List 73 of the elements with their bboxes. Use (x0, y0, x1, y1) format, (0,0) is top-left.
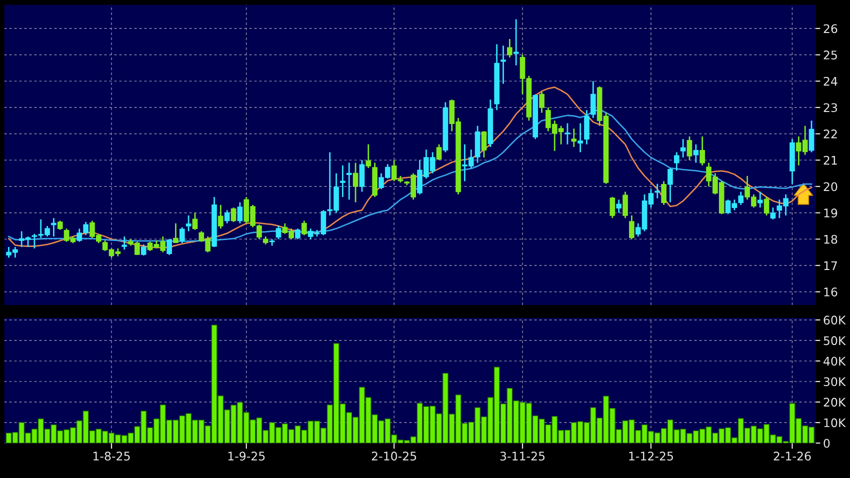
candlestick (359, 159, 365, 192)
y-tick-label: 26 (824, 24, 838, 34)
candlestick (346, 162, 352, 200)
candlestick (738, 191, 744, 206)
x-tick-label: 1-9-25 (228, 452, 265, 461)
candlestick (693, 144, 699, 164)
candlestick (481, 130, 487, 158)
candlestick (507, 38, 512, 58)
candlestick (186, 214, 192, 232)
y-tick-label: 0 (824, 438, 830, 448)
candlestick (140, 244, 146, 256)
candlestick (122, 236, 128, 250)
candlestick (224, 209, 230, 224)
candlestick (757, 191, 763, 208)
candlestick (629, 214, 634, 240)
candlestick (590, 80, 596, 119)
candlestick (173, 222, 178, 244)
x-tick-label: 2-1-26 (774, 452, 811, 461)
candlestick (584, 109, 590, 146)
y-tick-label: 20 (824, 182, 838, 192)
candlestick (571, 128, 577, 148)
candlestick (51, 217, 56, 238)
candlestick (808, 120, 814, 153)
candlestick (295, 228, 300, 240)
candlestick (622, 191, 628, 219)
candlestick (578, 122, 583, 153)
y-tick-label: 25 (824, 50, 837, 60)
candlestick (32, 233, 38, 250)
candlestick (436, 144, 442, 161)
candlestick (700, 136, 705, 166)
y-tick-label: 30K (824, 377, 846, 386)
candlestick (230, 206, 236, 223)
candlestick (218, 204, 224, 230)
candlestick (513, 18, 519, 66)
candlestick (166, 238, 172, 256)
candlestick (539, 90, 544, 114)
candlestick (610, 196, 616, 219)
y-tick-label: 16 (824, 288, 838, 296)
y-tick-label: 19 (824, 208, 838, 218)
y-tick-label: 20K (824, 398, 846, 407)
y-tick-label: 17 (824, 261, 837, 270)
candlestick (179, 226, 185, 244)
candlestick (340, 164, 346, 198)
x-tick-label: 2-10-25 (372, 452, 416, 461)
candlestick (680, 138, 686, 158)
candlestick (661, 180, 666, 206)
y-tick-label: 22 (824, 130, 837, 138)
candlestick (57, 220, 63, 231)
y-tick-label: 21 (824, 156, 837, 165)
candlestick (764, 196, 770, 216)
candlestick (616, 198, 622, 214)
candlestick (500, 44, 506, 84)
x-tick-label: 3-11-25 (500, 452, 545, 461)
y-tick-label: 10K (824, 418, 846, 428)
x-tick-label: 1-12-25 (629, 452, 673, 461)
candlestick (237, 202, 243, 224)
y-tick-label: 24 (824, 76, 838, 86)
candlestick (564, 122, 570, 146)
candlestick (366, 144, 372, 169)
y-tick-label: 18 (824, 234, 838, 244)
candlestick (686, 136, 692, 161)
candlestick (276, 225, 282, 240)
y-tick-label: 40K (824, 356, 846, 366)
candlestick (192, 212, 198, 231)
candlestick (668, 167, 673, 203)
candlestick (770, 206, 776, 220)
candlestick (301, 220, 307, 236)
y-tick-label: 60K (824, 316, 846, 325)
x-tick-label: 1-8-25 (94, 452, 130, 461)
candlestick (674, 152, 680, 172)
candlestick (352, 162, 358, 203)
y-tick-label: 50K (824, 336, 846, 346)
y-tick-label: 23 (824, 103, 838, 112)
